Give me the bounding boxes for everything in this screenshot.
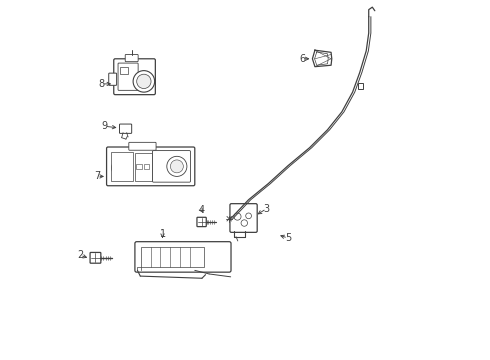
FancyBboxPatch shape bbox=[230, 204, 257, 232]
FancyBboxPatch shape bbox=[90, 252, 101, 263]
Text: 9: 9 bbox=[101, 121, 107, 131]
Text: 5: 5 bbox=[285, 233, 291, 243]
FancyBboxPatch shape bbox=[120, 124, 132, 134]
FancyBboxPatch shape bbox=[125, 54, 138, 62]
FancyBboxPatch shape bbox=[109, 73, 117, 85]
Circle shape bbox=[171, 160, 183, 173]
FancyBboxPatch shape bbox=[118, 63, 138, 90]
FancyBboxPatch shape bbox=[152, 150, 191, 182]
Text: 7: 7 bbox=[94, 171, 100, 181]
FancyBboxPatch shape bbox=[107, 147, 195, 186]
FancyBboxPatch shape bbox=[197, 217, 206, 226]
FancyBboxPatch shape bbox=[129, 142, 156, 150]
Text: 1: 1 bbox=[159, 229, 166, 239]
Circle shape bbox=[116, 163, 125, 172]
Circle shape bbox=[245, 213, 251, 219]
Circle shape bbox=[133, 71, 155, 92]
Circle shape bbox=[167, 156, 187, 176]
Circle shape bbox=[112, 159, 129, 176]
Text: 6: 6 bbox=[299, 54, 305, 64]
Circle shape bbox=[234, 213, 241, 220]
Bar bbox=[120, 67, 128, 74]
Bar bbox=[135, 153, 152, 181]
Bar bbox=[141, 247, 204, 267]
Text: 2: 2 bbox=[77, 250, 83, 260]
Bar bbox=[136, 164, 142, 169]
FancyBboxPatch shape bbox=[114, 59, 155, 95]
Bar bbox=[144, 164, 149, 169]
Text: 3: 3 bbox=[264, 204, 270, 214]
Text: 8: 8 bbox=[98, 79, 105, 89]
Text: 4: 4 bbox=[198, 205, 204, 215]
Circle shape bbox=[137, 74, 151, 89]
Bar bbox=[358, 83, 364, 89]
Bar bbox=[111, 152, 133, 181]
Circle shape bbox=[241, 220, 247, 226]
FancyBboxPatch shape bbox=[135, 242, 231, 272]
